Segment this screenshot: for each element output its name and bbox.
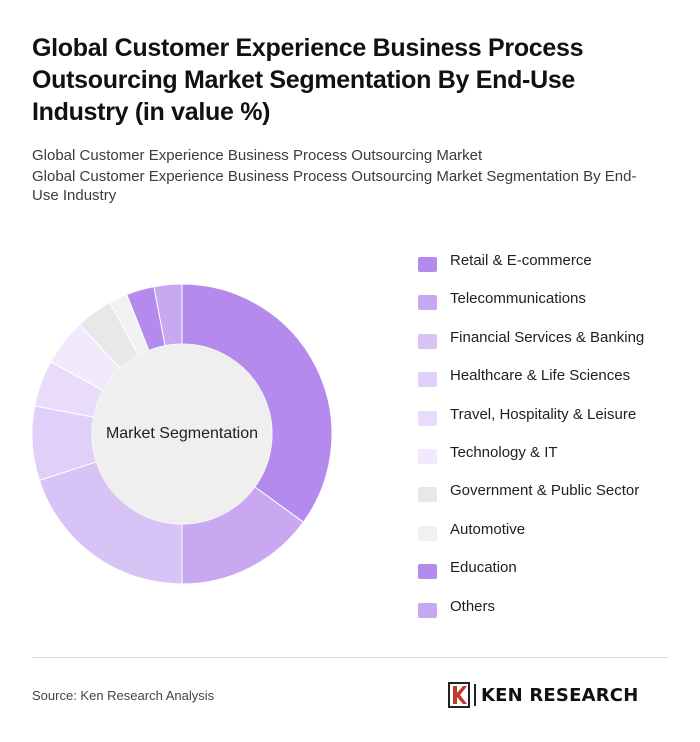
- ken-research-brand: KEN RESEARCH: [448, 681, 638, 709]
- chart-subtitle-detail: Global Customer Experience Business Proc…: [32, 168, 637, 204]
- legend-item: Travel, Hospitality & Leisure: [418, 404, 688, 442]
- legend-swatch: [418, 525, 437, 541]
- legend-label: Technology & IT: [450, 443, 558, 461]
- legend-label: Financial Services & Banking: [450, 328, 645, 346]
- chart-title: Global Customer Experience Business Proc…: [32, 34, 584, 126]
- legend-label: Education: [450, 559, 517, 577]
- legend-item: Technology & IT: [418, 442, 688, 480]
- legend-label: Government & Public Sector: [450, 482, 640, 500]
- legend-swatch: [418, 448, 437, 464]
- legend-item: Telecommunications: [418, 288, 688, 326]
- legend-item: Financial Services & Banking: [418, 327, 688, 365]
- ken-research-logo-icon: [448, 682, 470, 708]
- legend-item: Healthcare & Life Sciences: [418, 365, 688, 403]
- brand-separator: [474, 684, 476, 706]
- chart-legend: Retail & E-commerce Telecommunications Fin…: [418, 250, 688, 634]
- legend-label: Automotive: [450, 520, 526, 538]
- donut-chart: Market Segmentation: [30, 282, 334, 586]
- legend-item: Others: [418, 596, 688, 634]
- legend-label: Telecommunications: [450, 290, 586, 308]
- legend-swatch: [418, 372, 437, 388]
- footer-divider: [32, 657, 668, 658]
- legend-item: Government & Public Sector: [418, 480, 688, 518]
- brand-name: KEN RESEARCH: [481, 684, 639, 706]
- donut-chart-svg: [31, 283, 333, 585]
- legend-swatch: [418, 333, 437, 349]
- donut-hole: [92, 344, 272, 524]
- legend-label: Retail & E-commerce: [450, 252, 592, 269]
- legend-swatch: [418, 564, 437, 580]
- legend-label: Travel, Hospitality & Leisure: [450, 405, 637, 423]
- legend-swatch: [418, 295, 437, 311]
- source-note: Source: Ken Research Analysis: [32, 688, 215, 703]
- legend-item: Education: [418, 557, 688, 595]
- legend-item: Automotive: [418, 519, 688, 557]
- legend-item: Retail & E-commerce: [418, 250, 688, 288]
- legend-label: Healthcare & Life Sciences: [450, 367, 631, 385]
- legend-swatch: [418, 410, 437, 426]
- legend-swatch: [418, 487, 437, 503]
- legend-swatch: [418, 257, 437, 272]
- legend-swatch: [418, 602, 437, 618]
- legend-label: Others: [450, 597, 496, 615]
- chart-subtitle: Global Customer Experience Business Proc…: [32, 147, 483, 164]
